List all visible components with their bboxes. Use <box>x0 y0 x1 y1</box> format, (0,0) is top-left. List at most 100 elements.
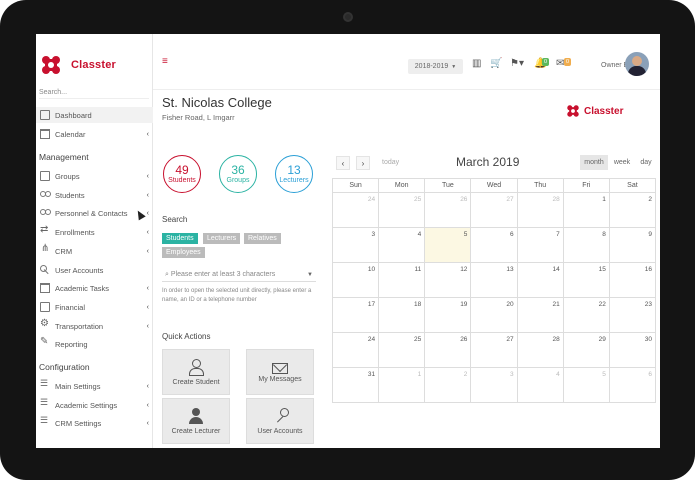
calendar-day-cell[interactable]: 3 <box>471 368 518 403</box>
chip-students[interactable]: Students <box>162 233 198 244</box>
calendar-day-cell[interactable]: 4 <box>379 228 426 263</box>
calendar-next-button[interactable]: › <box>356 156 370 170</box>
sidebar-item-students[interactable]: Students ‹ <box>36 187 153 203</box>
envelope-icon[interactable]: ✉ <box>556 58 565 69</box>
calendar-day-cell[interactable]: 6 <box>471 228 518 263</box>
stat-groups[interactable]: 36 Groups <box>219 155 257 193</box>
calendar-day-cell[interactable]: 21 <box>517 298 564 333</box>
calendar-prev-button[interactable]: ‹ <box>336 156 350 170</box>
calendar-day-cell[interactable]: 28 <box>517 193 564 228</box>
calendar-day-cell[interactable]: 15 <box>563 263 610 298</box>
bell-icon[interactable]: 🔔 <box>534 58 547 69</box>
calendar-day-cell[interactable]: 26 <box>425 333 472 368</box>
calendar-day-cell[interactable]: 22 <box>563 298 610 333</box>
search-input[interactable]: ⌕ Please enter at least 3 characters ▼ <box>162 268 316 282</box>
avatar[interactable] <box>625 52 649 76</box>
sidebar-item-enrollments[interactable]: Enrollments ‹ <box>36 224 153 240</box>
calendar-day-number: 21 <box>552 301 560 308</box>
calendar-day-cell[interactable]: 5 <box>563 368 610 403</box>
calendar-day-cell[interactable]: 6 <box>609 368 656 403</box>
sidebar-item-main-settings[interactable]: Main Settings ‹ <box>36 378 153 394</box>
calendar-day-cell[interactable]: 13 <box>471 263 518 298</box>
search-title: Search <box>162 215 188 224</box>
calendar-day-cell[interactable]: 2 <box>425 368 472 403</box>
stat-label: Lecturers <box>279 176 309 184</box>
calendar-day-cell[interactable]: 9 <box>609 228 656 263</box>
calendar-day-cell[interactable]: 24 <box>333 333 380 368</box>
calendar-day-cell[interactable]: 27 <box>471 333 518 368</box>
calendar-day-cell[interactable]: 29 <box>563 333 610 368</box>
calendar-day-cell[interactable]: 20 <box>471 298 518 333</box>
menu-toggle-icon[interactable]: ≡ <box>162 56 168 67</box>
calendar-day-cell[interactable]: 27 <box>471 193 518 228</box>
sidebar-item-user-accounts[interactable]: User Accounts <box>36 262 153 278</box>
view-month-button[interactable]: month <box>580 155 608 170</box>
reporting-icon <box>40 336 50 349</box>
notifications-badge: 0 <box>542 58 550 66</box>
view-day-button[interactable]: day <box>640 159 652 166</box>
sidebar-item-personnel-contacts[interactable]: Personnel & Contacts ‹ <box>36 205 153 221</box>
sidebar-item-label: CRM Settings <box>55 418 102 428</box>
calendar-day-cell[interactable]: 16 <box>609 263 656 298</box>
chip-lecturers[interactable]: Lecturers <box>203 233 241 244</box>
sidebar-search-underline <box>39 98 149 99</box>
sidebar-item-reporting[interactable]: Reporting <box>36 336 153 352</box>
button-label: My Messages <box>258 376 302 383</box>
chip-relatives[interactable]: Relatives <box>244 233 281 244</box>
calendar-day-cell[interactable]: 30 <box>609 333 656 368</box>
calendar-day-cell[interactable]: 17 <box>333 298 380 333</box>
calendar-day-cell[interactable]: 18 <box>379 298 426 333</box>
sidebar-item-dashboard[interactable]: Dashboard <box>36 107 153 123</box>
calendar-day-cell[interactable]: 19 <box>425 298 472 333</box>
sidebar-item-financial[interactable]: Financial ‹ <box>36 299 153 315</box>
sidebar: Classter Search... Dashboard Calendar ‹ … <box>36 34 153 448</box>
calendar-day-cell[interactable]: 14 <box>517 263 564 298</box>
calendar-day-cell[interactable]: 26 <box>425 193 472 228</box>
calendar-day-cell[interactable]: 12 <box>425 263 472 298</box>
sidebar-item-calendar[interactable]: Calendar ‹ <box>36 126 153 142</box>
calendar-day-cell[interactable]: 2 <box>609 193 656 228</box>
cart-icon[interactable]: 🛒 <box>490 58 503 69</box>
calendar-day-cell[interactable]: 5 <box>425 228 472 263</box>
sidebar-item-crm-settings[interactable]: CRM Settings ‹ <box>36 415 153 431</box>
sidebar-item-academic-tasks[interactable]: Academic Tasks ‹ <box>36 280 153 296</box>
calendar-day-cell[interactable]: 24 <box>333 193 380 228</box>
calendar-day-cell[interactable]: 7 <box>517 228 564 263</box>
personnel-icon <box>40 208 51 218</box>
sidebar-search-input[interactable]: Search... <box>39 89 68 96</box>
view-week-button[interactable]: week <box>613 159 631 166</box>
calendar-day-cell[interactable]: 28 <box>517 333 564 368</box>
brand[interactable]: Classter <box>40 54 116 76</box>
sidebar-item-academic-settings[interactable]: Academic Settings ‹ <box>36 397 153 413</box>
calendar-day-cell[interactable]: 3 <box>333 228 380 263</box>
calendar-today-button[interactable]: today <box>382 159 400 166</box>
stat-lecturers[interactable]: 13 Lecturers <box>275 155 313 193</box>
calendar-day-cell[interactable]: 11 <box>379 263 426 298</box>
calendar-day-number: 25 <box>414 336 422 343</box>
crm-icon <box>40 243 50 256</box>
stat-students[interactable]: 49 Students <box>163 155 201 193</box>
sidebar-item-crm[interactable]: CRM ‹ <box>36 243 153 259</box>
calendar-day-cell[interactable]: 10 <box>333 263 380 298</box>
calendar-week-row: 10 11 12 13 14 15 16 <box>333 263 656 298</box>
building-icon[interactable]: ▥ <box>472 58 482 69</box>
calendar-day-cell[interactable]: 25 <box>379 333 426 368</box>
calendar-day-cell[interactable]: 4 <box>517 368 564 403</box>
weekday-header: Sat <box>609 178 656 193</box>
sidebar-item-transportation[interactable]: Transportation ‹ <box>36 318 153 334</box>
sidebar-item-groups[interactable]: Groups ‹ <box>36 168 153 184</box>
chip-employees[interactable]: Employees <box>162 247 205 258</box>
calendar-day-cell[interactable]: 1 <box>563 193 610 228</box>
calendar-day-cell[interactable]: 1 <box>379 368 426 403</box>
calendar-day-cell[interactable]: 31 <box>333 368 380 403</box>
calendar-day-number: 7 <box>556 231 560 238</box>
my-messages-button[interactable]: My Messages <box>246 349 314 395</box>
flag-icon[interactable]: ⚑▾ <box>510 58 524 69</box>
year-select[interactable]: 2018-2019 ▼ <box>408 59 463 74</box>
calendar-day-cell[interactable]: 23 <box>609 298 656 333</box>
calendar-day-cell[interactable]: 8 <box>563 228 610 263</box>
create-student-button[interactable]: Create Student <box>162 349 230 395</box>
user-accounts-button[interactable]: User Accounts <box>246 398 314 444</box>
create-lecturer-button[interactable]: Create Lecturer <box>162 398 230 444</box>
calendar-day-cell[interactable]: 25 <box>379 193 426 228</box>
